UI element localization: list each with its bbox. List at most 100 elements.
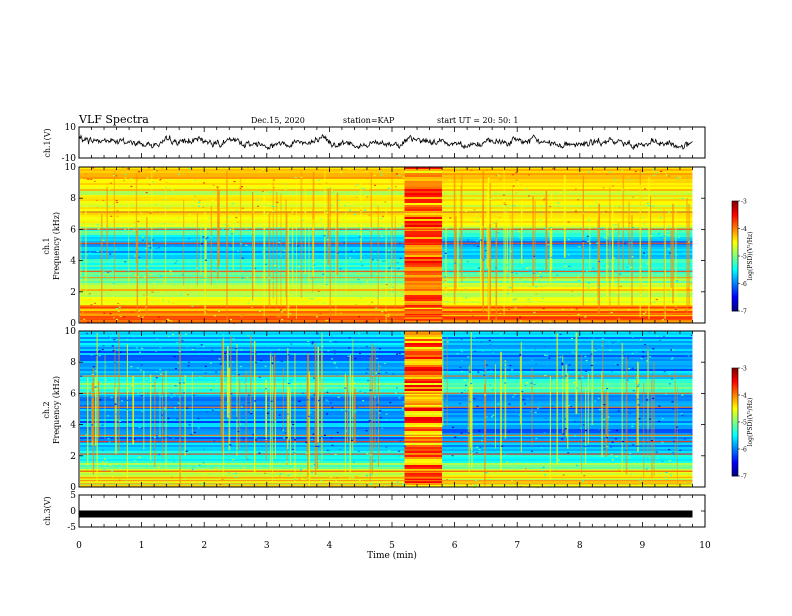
ch2-spectrogram-noise-speck [170,404,173,406]
ch2-spectrogram-noise-speck [460,360,463,362]
ch2-spectrogram-noise-speck [569,419,572,422]
ch2-spectrogram-noise-speck [403,356,406,358]
ch1-spectrogram-band [80,267,405,270]
ch2-spectrogram-noise-speck [635,394,638,396]
ch1-spectrogram-noise-speck [515,171,518,174]
ch2-spectrogram-noise-speck [555,468,558,470]
ch1-spectrogram-noise-speck [382,215,385,217]
ch2-spectrogram-noise-speck [618,384,621,387]
ch1-spectrogram-noise-speck [139,320,142,322]
ch2-spectrogram-noise-speck [200,354,203,356]
ch1-spectrogram-noise-speck [124,229,127,231]
ch2-spectrogram-noise-speck [490,370,493,372]
ch2-colorbar-segment [732,378,738,381]
ch2-spectrogram-noise-speck [402,396,405,398]
ch1-spectrogram-band [442,269,693,272]
ch2-spectrogram-noise-speck [306,399,309,401]
ch2-spectrogram-noise-speck [267,344,270,346]
ch1-spectrogram-noise-speck [610,311,613,314]
ch1-spectrogram-burst-cell [404,287,443,290]
ch1-spectrogram-noise-speck [149,212,152,214]
ch2-spectrogram-sferic-streak [549,376,551,480]
ch2-spectrogram-noise-speck [669,474,672,477]
ch2-spectrogram-sferic-streak [354,388,356,444]
ch1-spectrogram-noise-speck [142,294,145,296]
ch2-spectrogram-noise-speck [186,407,189,409]
ch1-spectrogram-noise-speck [507,288,510,290]
ch2-spectrogram-noise-speck [311,343,314,345]
ch2-colorbar-segment [732,395,738,398]
ch1-spectrogram-noise-speck [529,301,532,303]
ch2-spectrogram-burst-cell [404,467,443,470]
ch2-spectrogram-noise-speck [130,366,133,368]
ch1-spectrogram-noise-speck [464,210,467,212]
ch1-spectrogram-noise-speck [585,270,588,272]
ch2-spectrogram-noise-speck [594,455,597,457]
ch2-spectrogram-sferic-streak [587,373,589,445]
ch1-spectrogram-burst-cell [404,185,443,188]
ch2-spectrogram-sferic-streak [265,379,267,440]
ch1-spectrogram-noise-speck [659,217,662,219]
ch2-spectrogram-burst-cell [404,425,443,428]
ch1-spectrogram-noise-speck [276,201,279,203]
ch1-spectrogram-sferic-streak [183,199,185,286]
ch2-spectrogram-noise-speck [681,414,684,416]
ch1-spectrogram-noise-speck [276,309,279,311]
ch2-spectrogram-noise-speck [358,479,361,481]
ch1-spectrogram-noise-speck [570,292,573,295]
ch1-spectrogram-noise-speck [172,302,175,304]
ch2-spectrogram-sferic-streak [621,342,624,476]
ch2-spectrogram-sferic-streak [294,353,296,483]
ch1-colorbar-segment [732,239,738,242]
ch1-colorbar-segment [732,307,738,310]
ch1-spectrogram-band [80,235,405,238]
ch2-spectrogram-burst-cell [404,389,443,392]
ch1-spectrogram-noise-speck [386,307,389,309]
ch2-spectrogram-noise-speck [607,416,610,418]
ch1-spectrogram-noise-speck [326,187,329,189]
ch2-spectrogram-noise-speck [568,404,571,407]
ch1-spectrogram-noise-speck [567,221,570,223]
ch2-spectrogram-noise-speck [489,444,492,446]
ch2-spectrogram-sferic-streak [221,340,223,453]
ch2-colorbar-segment [732,429,738,432]
ch1-spectrogram-band [442,261,693,264]
ch1-spectrogram-band [80,283,405,286]
ch2-spectrogram-noise-speck [370,483,373,485]
ch1-colorbar-segment [732,202,738,206]
ch2-spectrogram-band [80,471,405,474]
ch2-spectrogram-burst-cell [404,379,443,382]
ch1-spectrogram-noise-speck [281,311,284,313]
ch2-spectrogram-noise-speck [213,440,216,442]
ch2-spectrogram-noise-speck [656,457,659,459]
ch2-spectrogram-band [80,417,405,420]
ch1-colorbar-segment [732,212,738,215]
ch2-spectrogram-band [442,361,693,364]
ch2-spectrogram-noise-speck [333,362,336,364]
ch1-spectrogram-band [80,261,405,264]
ch1-spectrogram-noise-speck [563,291,566,293]
ch2-spectrogram-sferic-streak [470,332,472,451]
ch2-spectrogram-noise-speck [378,412,381,414]
ch2-spectrogram-burst-cell [404,409,443,412]
ch1-spectrogram-noise-speck [493,222,496,224]
ch1-spectrogram-noise-speck [446,227,449,229]
ch2-spectrogram-noise-speck [365,372,368,374]
ch2-spectrogram-noise-speck [159,347,162,349]
ch1-spectrogram-noise-speck [372,315,375,318]
ch2-spectrogram-noise-speck [156,338,159,340]
ch2-spectrogram-noise-speck [266,412,269,414]
ch1-spectrogram-noise-speck [499,312,502,315]
ch1-spectrogram-noise-speck [388,189,391,191]
ch1-spectrogram-noise-speck [163,245,166,247]
ch1-spectrogram-noise-speck [551,320,554,322]
ch2-spectrogram-noise-speck [539,406,542,409]
ch2-spectrogram-noise-speck [147,463,150,466]
ch1-spectrogram-noise-speck [206,209,209,211]
ch1-spectrogram-noise-speck [83,318,86,320]
ch1-spectrogram-noise-speck [324,229,327,231]
ch2-colorbar-tick-label: -6 [741,447,747,454]
ch1-spectrogram-noise-speck [460,277,463,279]
ch1-spectrogram-noise-speck [151,181,154,183]
ch1-spectrogram-band [80,201,405,204]
